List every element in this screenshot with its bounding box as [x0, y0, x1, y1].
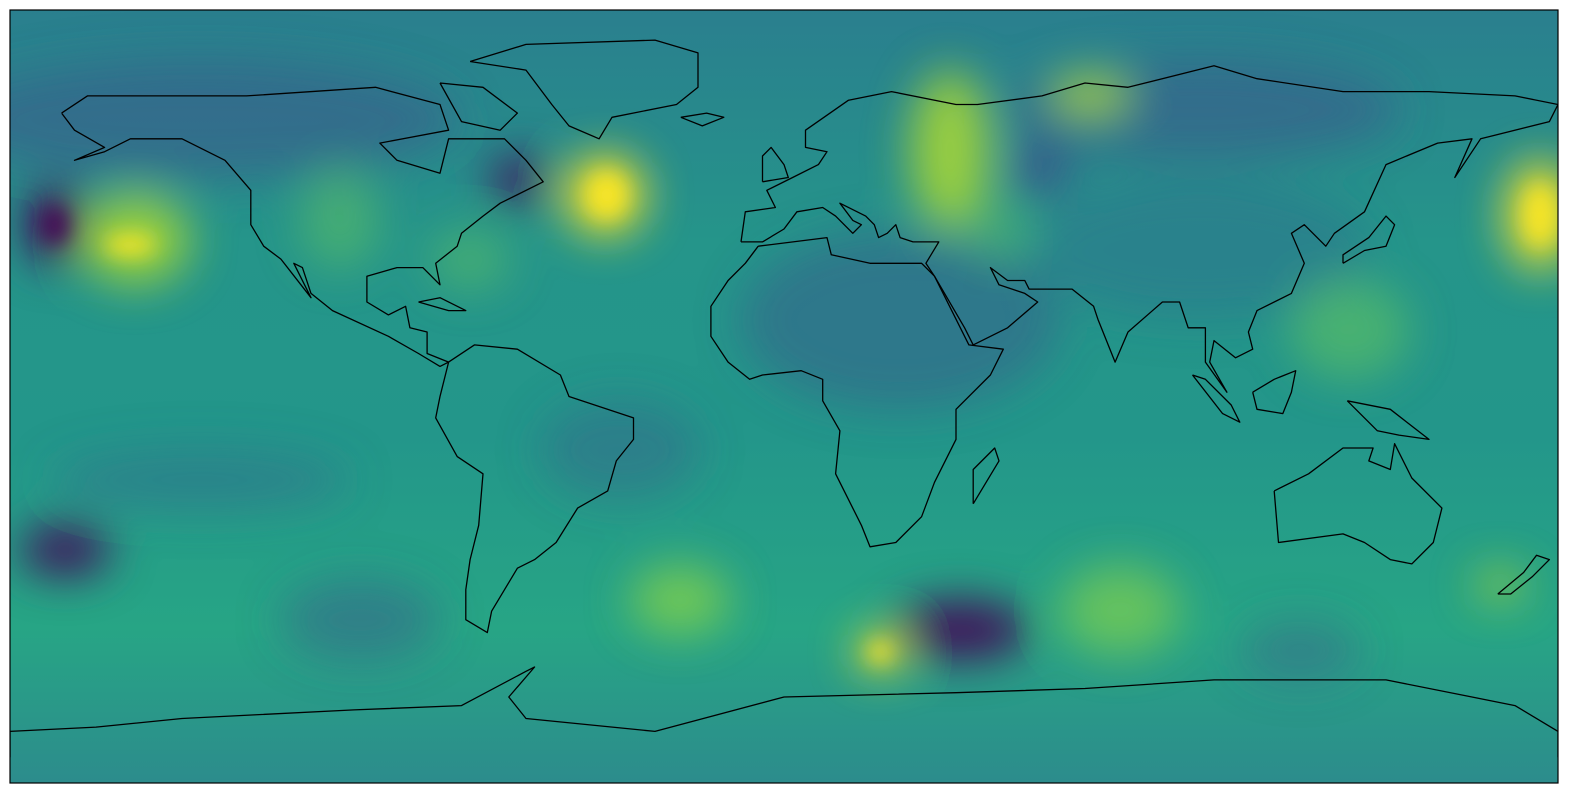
- field-feature: [910, 70, 990, 230]
- field-feature: [430, 230, 510, 290]
- coastline-japan: [1342, 215, 1396, 264]
- coastline-sumatra: [1191, 374, 1241, 423]
- field-feature: [740, 230, 1060, 410]
- field-highlight: [105, 235, 155, 255]
- coastline-north-america: [61, 86, 544, 368]
- field-highlight: [1526, 185, 1554, 245]
- coastline-madagascar: [972, 447, 1000, 505]
- coastline-greenland: [469, 39, 699, 140]
- map-frame: [9, 9, 1559, 784]
- coastline-south-america: [435, 344, 635, 634]
- field-feature: [630, 565, 730, 635]
- coastline-new-zealand: [1497, 554, 1551, 595]
- coastline-new-guinea: [1346, 400, 1430, 441]
- field-feature: [970, 200, 1030, 260]
- coastline-antarctica: [10, 666, 1558, 758]
- field-feature: [1000, 60, 1400, 160]
- coastline-iceland: [680, 112, 725, 127]
- field-feature: [1060, 565, 1180, 655]
- field-feature: [1475, 570, 1525, 600]
- coastline-australia: [1273, 443, 1443, 565]
- field: [10, 10, 1558, 783]
- field-highlight: [589, 173, 625, 217]
- field-highlight: [41, 205, 69, 245]
- field-feature: [20, 525, 110, 575]
- field-feature: [1050, 75, 1130, 115]
- field-highlights: [41, 173, 1554, 662]
- field-feature: [50, 450, 350, 510]
- coastline-great-britain: [761, 146, 789, 183]
- coastline-baffin: [439, 82, 519, 131]
- field-feature: [890, 600, 1030, 660]
- coastline-cuba: [418, 297, 467, 312]
- coastline-africa: [710, 236, 1004, 548]
- field-feature: [490, 155, 550, 205]
- field-feature: [280, 580, 440, 660]
- field-feature: [300, 170, 380, 270]
- field-feature: [1240, 620, 1360, 680]
- field-highlight: [868, 642, 892, 662]
- field-feature: [1010, 145, 1070, 195]
- coastlines: [10, 39, 1558, 758]
- field-feature: [540, 400, 700, 500]
- field-feature: [10, 60, 460, 180]
- field-feature: [1290, 280, 1410, 380]
- field-feature: [1030, 180, 1370, 320]
- coastline-borneo: [1252, 370, 1297, 415]
- coastline-eurasia: [740, 65, 1558, 393]
